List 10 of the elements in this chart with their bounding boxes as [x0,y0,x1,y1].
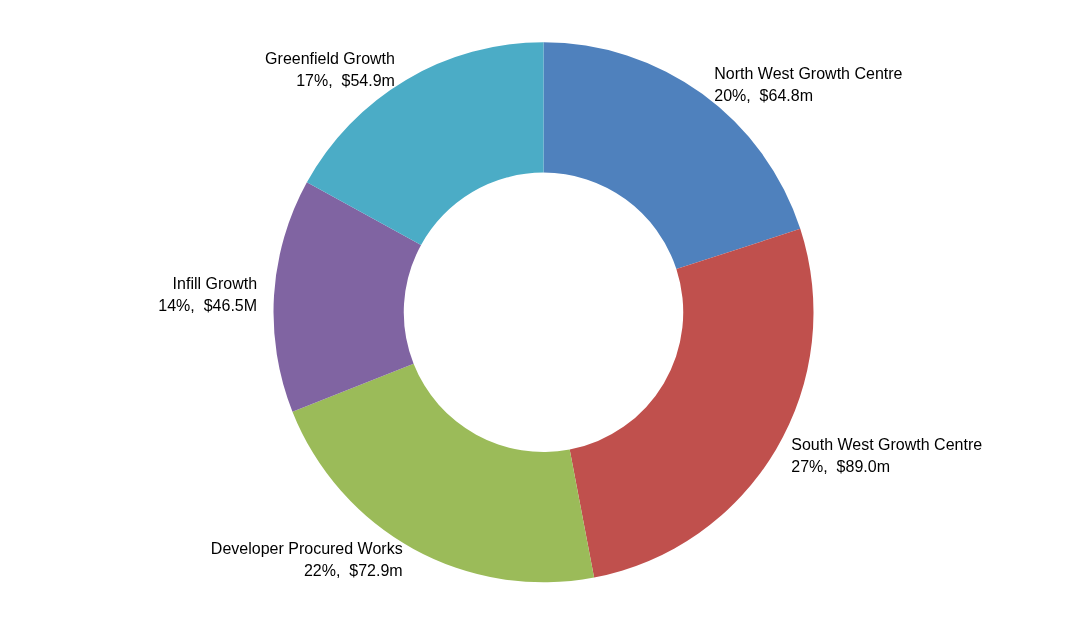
slice-label: North West Growth Centre [714,64,903,82]
data-label: 27%, $89.0m [791,458,890,476]
data-label: 14%, $46.5M [158,297,258,315]
slice-label: Greenfield Growth [265,50,395,68]
slice-label: Developer Procured Works [210,539,403,557]
data-label: 22%, $72.9m [303,561,403,579]
data-label: 17%, $54.9m [296,72,395,90]
data-label: 20%, $64.8m [714,86,813,104]
slice-label: Infill Growth [172,275,258,293]
slice-label: South West Growth Centre [791,436,983,454]
